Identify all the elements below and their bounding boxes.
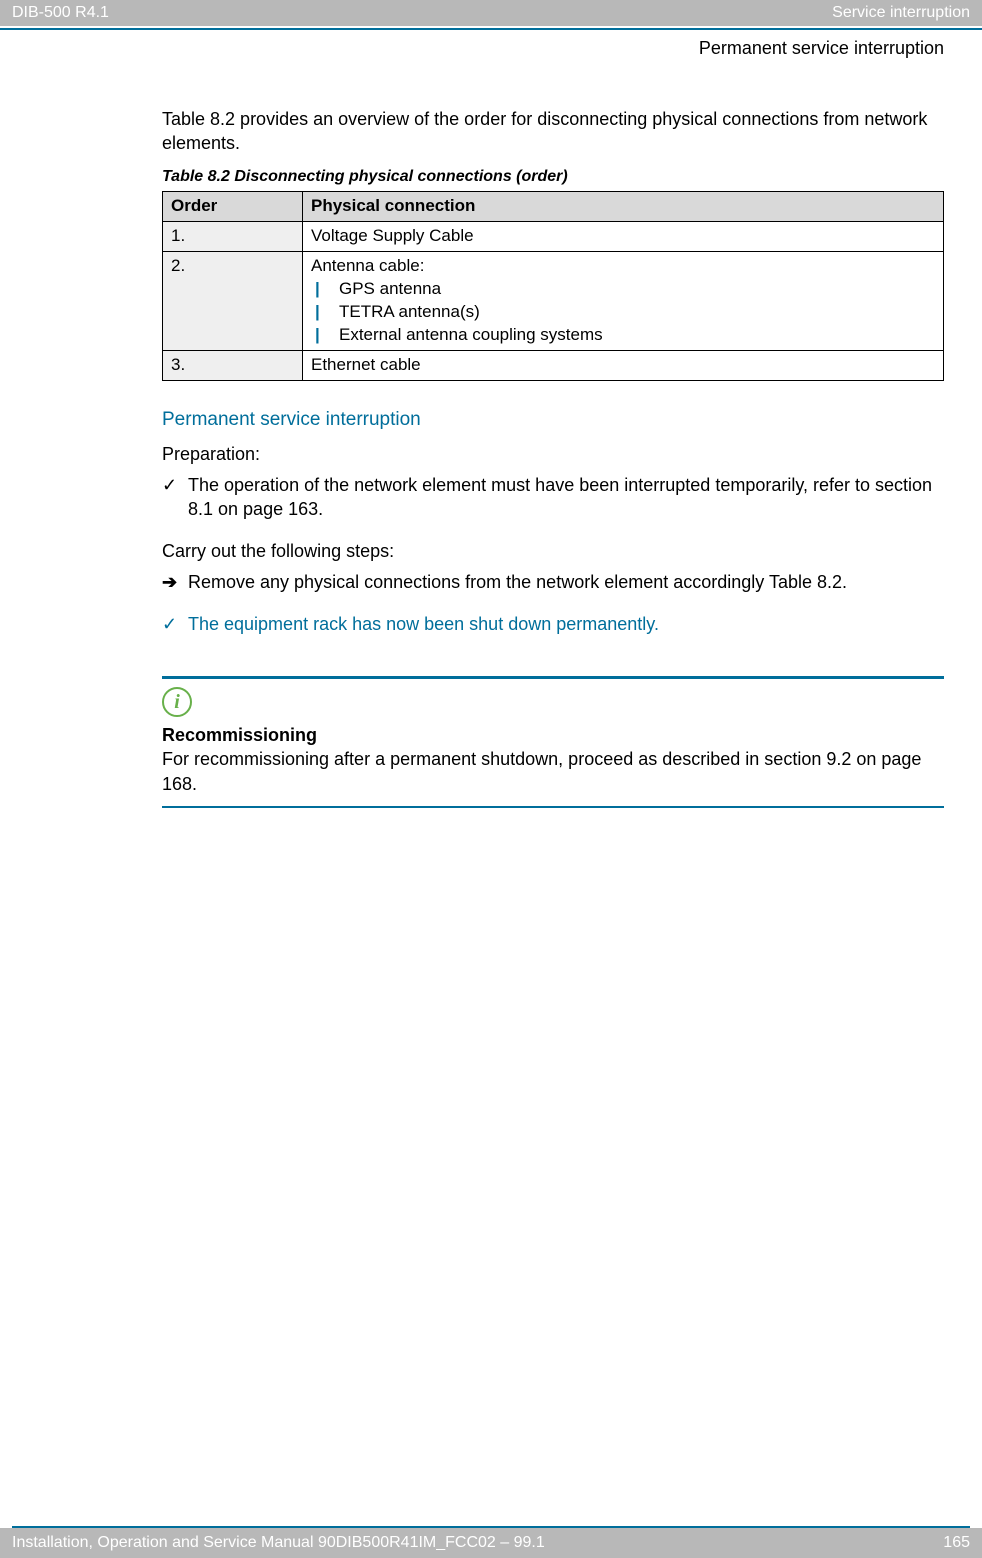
- main-content: Table 8.2 provides an overview of the or…: [0, 59, 982, 808]
- note-rule-bottom: [162, 806, 944, 808]
- info-icon: i: [162, 687, 192, 717]
- page-header: DIB-500 R4.1 Service interruption: [0, 0, 982, 26]
- step-1: Remove any physical connections from the…: [188, 570, 944, 594]
- preparation-item: The operation of the network element mus…: [188, 473, 944, 522]
- th-connection: Physical connection: [303, 192, 944, 222]
- page-footer: Installation, Operation and Service Manu…: [0, 1526, 982, 1558]
- steps-label: Carry out the following steps:: [162, 539, 944, 563]
- footer-manual-id: Installation, Operation and Service Manu…: [12, 1534, 545, 1552]
- antenna-tetra: TETRA antenna(s): [339, 301, 480, 324]
- page-number: 165: [943, 1534, 970, 1552]
- section-subtitle: Permanent service interruption: [0, 30, 982, 59]
- result-text: The equipment rack has now been shut dow…: [188, 612, 944, 636]
- row3-order: 3.: [163, 350, 303, 380]
- doc-id: DIB-500 R4.1: [12, 4, 109, 22]
- table-caption: Table 8.2 Disconnecting physical connect…: [162, 166, 944, 188]
- check-icon: ✓: [162, 473, 188, 522]
- row2-order: 2.: [163, 252, 303, 351]
- th-order: Order: [163, 192, 303, 222]
- note-title: Recommissioning: [162, 723, 944, 747]
- row2-connection: Antenna cable: |GPS antenna |TETRA anten…: [303, 252, 944, 351]
- note-body: For recommissioning after a permanent sh…: [162, 747, 944, 796]
- antenna-gps: GPS antenna: [339, 278, 441, 301]
- antenna-external: External antenna coupling systems: [339, 324, 603, 347]
- row3-connection: Ethernet cable: [303, 350, 944, 380]
- antenna-cable-label: Antenna cable:: [311, 255, 935, 278]
- note-rule-top: [162, 676, 944, 679]
- disconnection-table: Order Physical connection 1. Voltage Sup…: [162, 191, 944, 381]
- list-marker: |: [315, 324, 339, 347]
- row1-order: 1.: [163, 222, 303, 252]
- row1-connection: Voltage Supply Cable: [303, 222, 944, 252]
- chapter-title: Service interruption: [832, 4, 970, 22]
- section-heading: Permanent service interruption: [162, 407, 944, 433]
- list-marker: |: [315, 301, 339, 324]
- check-icon: ✓: [162, 612, 188, 636]
- preparation-label: Preparation:: [162, 442, 944, 466]
- intro-paragraph: Table 8.2 provides an overview of the or…: [162, 107, 944, 156]
- arrow-icon: ➔: [162, 570, 188, 594]
- list-marker: |: [315, 278, 339, 301]
